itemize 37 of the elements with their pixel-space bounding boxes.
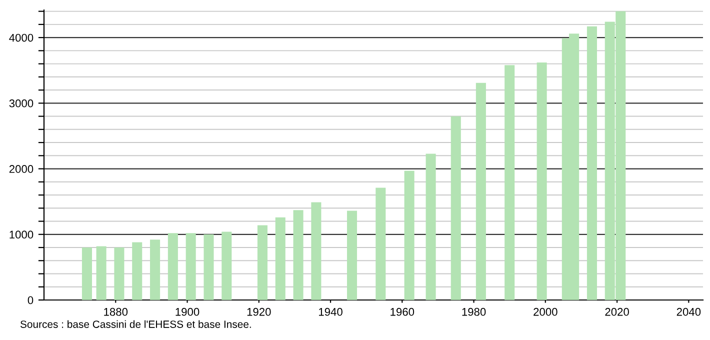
bar <box>404 170 414 300</box>
x-tick-label: 1960 <box>390 308 414 316</box>
bar <box>150 240 160 300</box>
bar <box>293 210 304 300</box>
bar <box>536 62 547 300</box>
bar <box>257 225 268 300</box>
x-tick-label: 2000 <box>534 308 558 316</box>
x-tick-label: 2020 <box>605 308 629 316</box>
y-tick-label: 0 <box>28 296 34 304</box>
bar <box>204 234 214 300</box>
y-tick-label: 1000 <box>10 230 34 239</box>
y-tick-label: 4000 <box>9 34 34 42</box>
bar <box>186 233 196 300</box>
bar <box>476 82 486 300</box>
bar <box>346 210 358 300</box>
bar <box>450 116 461 300</box>
source-note: Sources : base Cassini de l'EHESS et base Insee. <box>20 320 251 328</box>
x-tick-label: 1980 <box>462 308 486 316</box>
bar <box>586 26 597 300</box>
bar <box>132 242 142 300</box>
bar <box>96 246 106 300</box>
bar <box>504 65 515 300</box>
x-tick-label: 1940 <box>319 308 342 316</box>
bar <box>82 248 92 300</box>
x-tick-label: 1880 <box>104 308 128 316</box>
x-tick-label: 2040 <box>676 308 701 316</box>
bar <box>426 154 436 300</box>
x-tick-label: 1900 <box>176 308 200 316</box>
y-tick-label: 2000 <box>9 165 34 173</box>
bar <box>376 188 386 300</box>
bar <box>311 202 322 300</box>
bar <box>222 232 232 300</box>
x-tick-label: 1920 <box>247 308 271 316</box>
bar <box>114 248 124 300</box>
bar <box>168 233 178 300</box>
y-tick-label: 3000 <box>9 99 34 108</box>
bar <box>275 217 286 300</box>
